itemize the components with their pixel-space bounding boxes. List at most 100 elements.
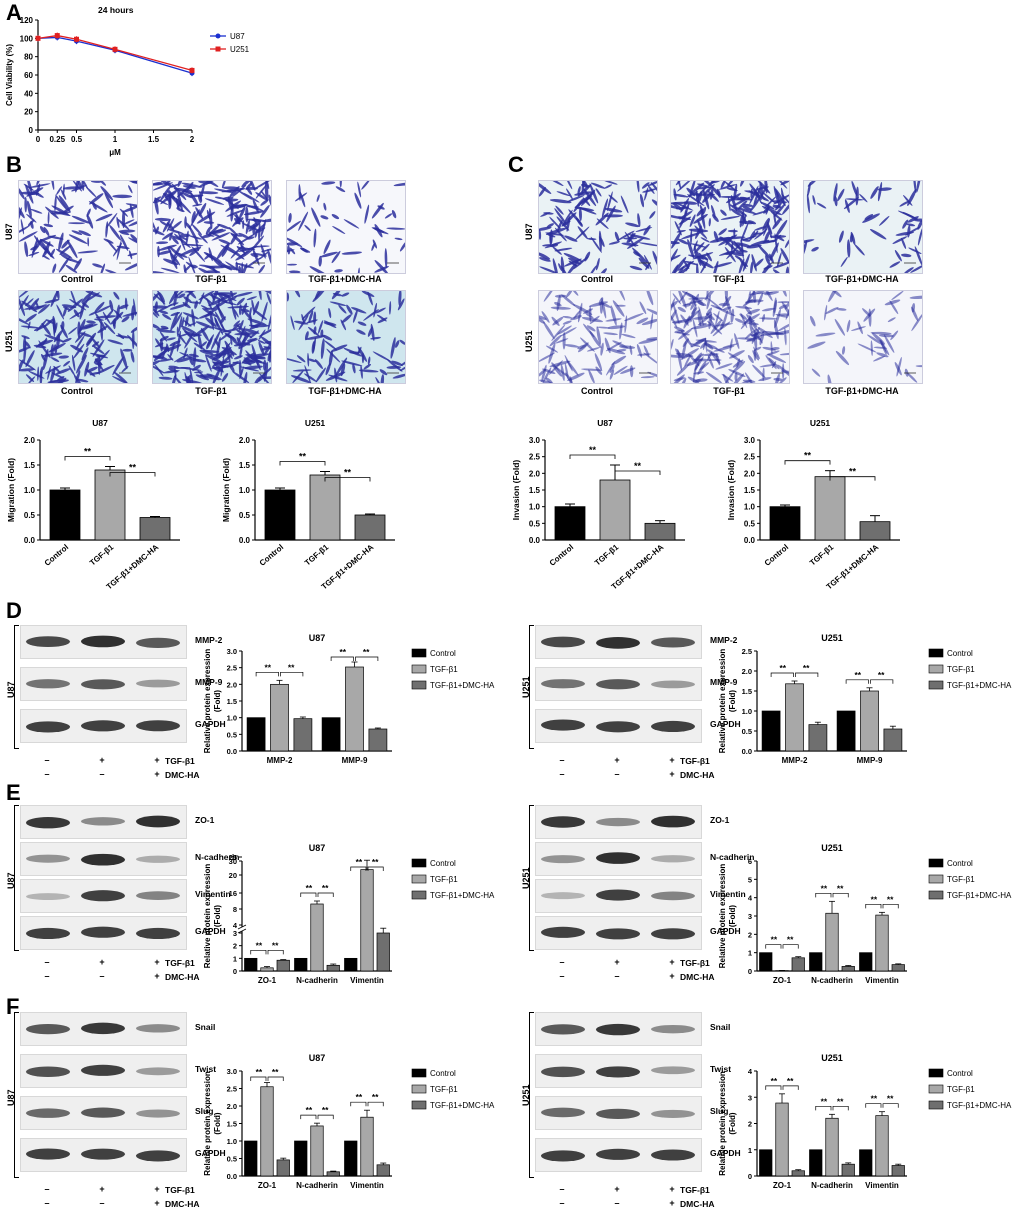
blot-label: N-cadherin xyxy=(195,852,240,862)
bar xyxy=(354,514,386,541)
y-tick-label: 1 xyxy=(748,949,752,958)
cell-mark xyxy=(644,254,652,270)
y-tick-label: 1.5 xyxy=(24,461,36,470)
x-tick-label: TGF-β1 xyxy=(303,542,331,567)
cell-mark xyxy=(748,322,759,326)
cell-mark xyxy=(690,243,707,248)
sig-bracket xyxy=(614,470,661,475)
cell-mark xyxy=(873,355,886,362)
blot-label: GAPDH xyxy=(195,926,226,936)
cell-mark xyxy=(781,193,789,207)
y-axis-label: Migration (Fold) xyxy=(221,458,231,522)
cell-mark xyxy=(304,373,318,383)
cell-mark xyxy=(293,320,309,325)
cell-mark xyxy=(589,315,600,324)
cell-mark xyxy=(706,291,709,302)
cell-mark xyxy=(364,204,370,224)
cell-mark xyxy=(589,330,602,349)
cell-mark xyxy=(399,365,405,372)
blot-strip xyxy=(20,1096,187,1130)
cell-mark xyxy=(639,301,647,315)
bar xyxy=(276,959,290,972)
blot-svg xyxy=(26,853,180,866)
blot-band xyxy=(596,889,640,901)
y-axis-label: Invasion (Fold) xyxy=(511,460,521,521)
dmc-sign: – xyxy=(99,971,105,981)
cell-mark xyxy=(635,227,653,232)
cell-mark xyxy=(878,333,894,338)
cell-mark xyxy=(561,294,576,307)
cell-mark xyxy=(598,297,604,306)
blot-svg xyxy=(541,815,695,828)
cell-mark xyxy=(257,340,266,344)
sig-bracket xyxy=(829,476,876,481)
cell-mark xyxy=(19,346,31,354)
cell-mark xyxy=(917,219,922,230)
blot-band xyxy=(651,1109,695,1118)
cell-mark xyxy=(697,256,706,269)
cell-mark xyxy=(251,299,255,314)
y-tick-label: 1.5 xyxy=(227,697,237,706)
cell-mark xyxy=(179,247,199,256)
dmc-sign: – xyxy=(44,971,50,981)
cell-mark xyxy=(765,355,777,370)
tgf-sign: + xyxy=(99,957,105,967)
y-axis-label: Relative protein expression xyxy=(203,864,212,969)
blot-bracket xyxy=(14,805,19,951)
cell-mark xyxy=(392,373,405,379)
y-tick-label: 5 xyxy=(748,875,752,884)
y-tick-label: 0 xyxy=(29,126,34,135)
cell-mark xyxy=(200,341,208,348)
cell-mark xyxy=(119,234,129,252)
blot-band xyxy=(81,635,125,648)
bar xyxy=(246,717,266,752)
cell-mark xyxy=(313,326,317,335)
bar xyxy=(859,521,891,541)
cell-mark xyxy=(358,369,379,373)
sig-bracket xyxy=(367,1101,384,1107)
cell-mark xyxy=(260,204,270,218)
x-tick-label: N-cadherin xyxy=(296,976,338,985)
cell-mark xyxy=(917,227,922,246)
blot-svg xyxy=(541,852,695,864)
cell-mark xyxy=(194,300,198,309)
cell-mark xyxy=(739,249,748,253)
legend-label: Control xyxy=(430,649,456,658)
cell-mark xyxy=(764,291,780,296)
cell-mark xyxy=(243,357,254,362)
cell-mark xyxy=(60,324,68,339)
chart-title: U87 xyxy=(309,1053,326,1063)
blot-label: ZO-1 xyxy=(710,815,730,825)
y-tick-label: 1.0 xyxy=(227,714,237,723)
cell-mark xyxy=(834,195,838,207)
blot-strip xyxy=(535,1138,702,1172)
legend-swatch xyxy=(928,890,944,900)
cell-mark xyxy=(844,199,850,213)
bar xyxy=(791,957,805,972)
cell-mark xyxy=(338,304,347,314)
tgf-sign: + xyxy=(614,1184,620,1194)
cell-mark xyxy=(218,261,233,271)
y-tick-label: 3 xyxy=(748,912,752,921)
sig-bracket xyxy=(865,1103,882,1108)
cell-mark xyxy=(287,292,290,302)
cell-mark xyxy=(317,320,324,334)
cell-mark xyxy=(90,181,102,183)
micrograph-svg xyxy=(671,181,789,273)
cell-mark xyxy=(206,209,211,220)
cell-mark xyxy=(236,189,253,200)
cell-mark xyxy=(198,267,214,273)
blot-strip xyxy=(535,916,702,950)
blot-band xyxy=(651,815,695,828)
cell-mark xyxy=(121,219,135,226)
blot-band xyxy=(136,1067,180,1076)
cell-mark xyxy=(708,311,713,330)
legend-swatch xyxy=(928,1084,944,1094)
cell-mark xyxy=(601,198,609,218)
legend-swatch xyxy=(411,680,427,690)
chart-title: U87 xyxy=(597,418,613,428)
cell-mark xyxy=(807,181,818,187)
cell-mark xyxy=(804,239,815,245)
blot-band xyxy=(596,679,640,690)
cell-mark xyxy=(689,214,696,228)
